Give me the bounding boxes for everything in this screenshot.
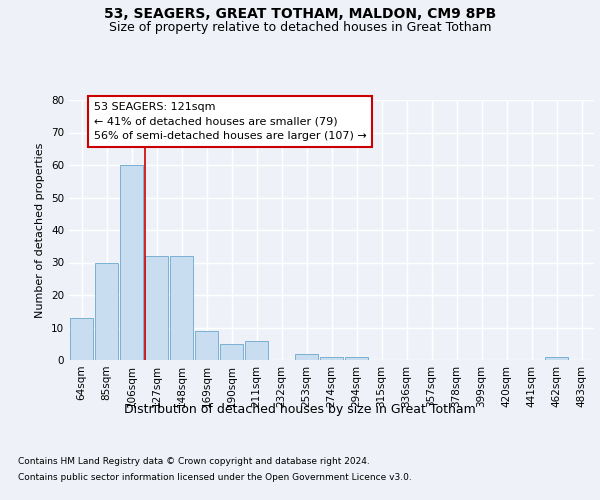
Bar: [119, 165, 143, 360]
Bar: [170, 256, 193, 360]
Bar: [95, 262, 118, 360]
Bar: [220, 344, 244, 360]
Bar: [545, 357, 568, 360]
Bar: [70, 318, 94, 360]
Text: Distribution of detached houses by size in Great Totham: Distribution of detached houses by size …: [124, 402, 476, 415]
Y-axis label: Number of detached properties: Number of detached properties: [35, 142, 46, 318]
Text: Size of property relative to detached houses in Great Totham: Size of property relative to detached ho…: [109, 21, 491, 34]
Text: 53, SEAGERS, GREAT TOTHAM, MALDON, CM9 8PB: 53, SEAGERS, GREAT TOTHAM, MALDON, CM9 8…: [104, 8, 496, 22]
Bar: [344, 357, 368, 360]
Text: 53 SEAGERS: 121sqm
← 41% of detached houses are smaller (79)
56% of semi-detache: 53 SEAGERS: 121sqm ← 41% of detached hou…: [94, 102, 367, 141]
Bar: [145, 256, 169, 360]
Bar: [320, 357, 343, 360]
Bar: [245, 340, 268, 360]
Text: Contains public sector information licensed under the Open Government Licence v3: Contains public sector information licen…: [18, 472, 412, 482]
Bar: [194, 331, 218, 360]
Bar: [295, 354, 319, 360]
Text: Contains HM Land Registry data © Crown copyright and database right 2024.: Contains HM Land Registry data © Crown c…: [18, 458, 370, 466]
